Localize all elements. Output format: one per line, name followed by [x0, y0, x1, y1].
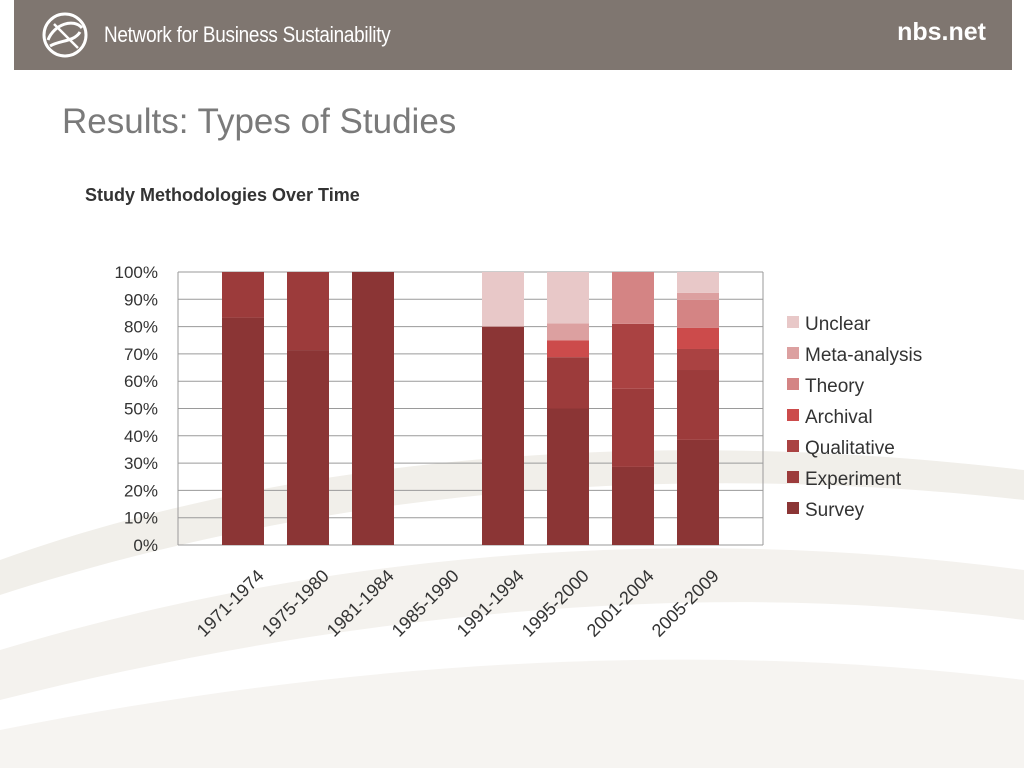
- y-tick-label: 70%: [124, 345, 158, 364]
- bar-theory-2001-2004: [612, 272, 654, 324]
- legend-swatch-qualitative: [787, 440, 799, 452]
- bar-survey-1975-1980: [287, 350, 329, 545]
- legend-label: Meta-analysis: [805, 345, 922, 366]
- y-tick-label: 80%: [124, 318, 158, 337]
- header-bar: Network for Business Sustainability nbs.…: [14, 0, 1012, 70]
- bar-survey-1991-1994: [482, 326, 524, 545]
- x-tick-label: 1985-1990: [388, 566, 463, 641]
- bar-unclear-1995-2000: [547, 272, 589, 324]
- legend-label: Survey: [805, 500, 865, 521]
- bar-survey-1981-1984: [352, 272, 394, 545]
- chart-title: Study Methodologies Over Time: [85, 185, 360, 205]
- y-tick-label: 30%: [124, 454, 158, 473]
- bar-meta-analysis-1995-2000: [547, 323, 589, 341]
- bar-experiment-2005-2009: [677, 370, 719, 440]
- legend-label: Experiment: [805, 469, 902, 490]
- bar-archival-2005-2009: [677, 327, 719, 349]
- legend-label: Qualitative: [805, 438, 895, 459]
- bar-experiment-1995-2000: [547, 357, 589, 409]
- bar-meta-analysis-2005-2009: [677, 292, 719, 300]
- y-tick-label: 10%: [124, 509, 158, 528]
- legend-swatch-theory: [787, 378, 799, 390]
- site-link[interactable]: nbs.net: [897, 18, 986, 46]
- page-title: Results: Types of Studies: [62, 102, 457, 141]
- bar-survey-2001-2004: [612, 466, 654, 545]
- y-tick-label: 50%: [124, 400, 158, 419]
- bar-survey-1995-2000: [547, 408, 589, 545]
- bar-unclear-1991-1994: [482, 272, 524, 327]
- legend-label: Unclear: [805, 314, 871, 335]
- y-tick-label: 100%: [115, 263, 158, 282]
- brand-name: Network for Business Sustainability: [104, 22, 391, 47]
- y-tick-label: 20%: [124, 481, 158, 500]
- legend-label: Archival: [805, 407, 873, 428]
- bar-unclear-2005-2009: [677, 272, 719, 293]
- bar-archival-1995-2000: [547, 340, 589, 358]
- bar-survey-2005-2009: [677, 439, 719, 545]
- legend-swatch-experiment: [787, 471, 799, 483]
- bar-experiment-1971-1974: [222, 272, 264, 318]
- y-tick-label: 40%: [124, 427, 158, 446]
- legend-swatch-meta-analysis: [787, 347, 799, 359]
- bar-survey-1971-1974: [222, 317, 264, 545]
- x-tick-label: 1971-1974: [193, 566, 268, 641]
- legend-swatch-survey: [787, 502, 799, 514]
- nbs-logo-icon: [42, 12, 88, 58]
- x-tick-label: 1981-1984: [323, 566, 398, 641]
- x-tick-label: 1975-1980: [258, 566, 333, 641]
- y-tick-label: 60%: [124, 372, 158, 391]
- x-tick-label: 2005-2009: [648, 566, 723, 641]
- y-tick-label: 90%: [124, 290, 158, 309]
- y-tick-label: 0%: [133, 536, 158, 555]
- bar-theory-2005-2009: [677, 299, 719, 328]
- legend-swatch-archival: [787, 409, 799, 421]
- legend-label: Theory: [805, 376, 865, 397]
- x-tick-label: 1995-2000: [518, 566, 593, 641]
- x-tick-label: 2001-2004: [583, 566, 658, 641]
- bar-qualitative-2005-2009: [677, 348, 719, 371]
- bar-qualitative-2001-2004: [612, 323, 654, 389]
- bar-experiment-1975-1980: [287, 272, 329, 351]
- legend-swatch-unclear: [787, 316, 799, 328]
- bar-experiment-2001-2004: [612, 388, 654, 467]
- x-tick-label: 1991-1994: [453, 566, 528, 641]
